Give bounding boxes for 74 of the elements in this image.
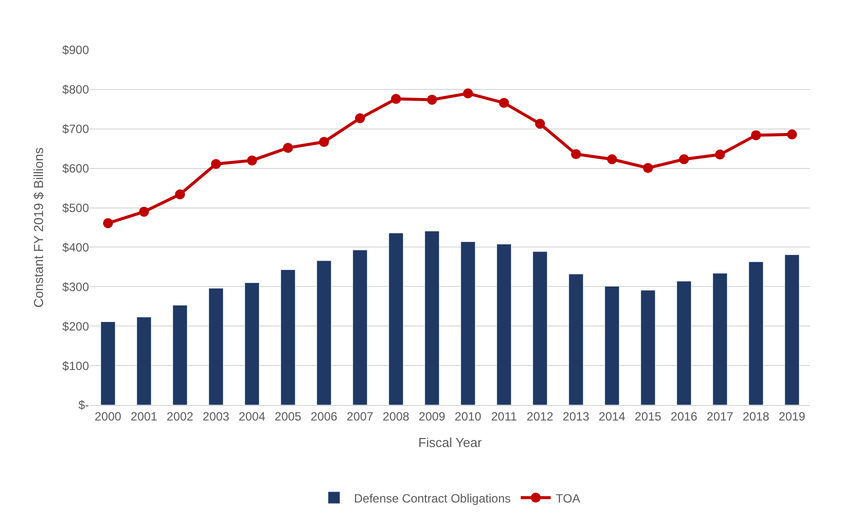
bar: [604, 286, 620, 405]
bar: [784, 254, 800, 405]
point: [103, 218, 113, 228]
x-tick-label: 2005: [274, 409, 302, 424]
bar: [748, 262, 764, 405]
bar: [100, 322, 116, 405]
point: [211, 158, 221, 169]
x-tick-label: 2017: [706, 409, 734, 424]
bar: [208, 288, 224, 405]
x-tick-label: 2002: [166, 409, 194, 424]
x-tick-label: 2009: [418, 409, 446, 424]
bar: [460, 241, 476, 405]
point: [607, 154, 617, 164]
x-tick-label: 2010: [454, 409, 482, 424]
x-tick-label: 2000: [94, 409, 122, 424]
y-tick-label: $-: [78, 398, 89, 412]
x-tick-label: 2018: [742, 409, 770, 424]
point: [355, 113, 365, 124]
x-tick-label: 2007: [346, 409, 374, 424]
y-axis-title: Constant FY 2019 $ Billions: [31, 146, 46, 308]
bar: [172, 304, 188, 405]
x-tick-label: 2019: [778, 409, 806, 424]
bar: [352, 250, 368, 405]
point: [247, 155, 257, 166]
x-tick-label: 2014: [598, 409, 626, 424]
point: [391, 94, 401, 104]
legend-label: TOA: [556, 491, 580, 506]
y-tick-label: $100: [62, 358, 90, 373]
bar: [640, 290, 656, 405]
bar: [136, 316, 152, 405]
x-tick-label: 2008: [382, 409, 410, 424]
point: [679, 154, 689, 164]
bar: [388, 232, 404, 405]
x-tick-label: 2013: [562, 409, 590, 424]
x-tick-label: 2011: [491, 409, 518, 424]
point: [463, 88, 473, 98]
x-axis-title: Fiscal Year: [418, 435, 482, 450]
y-tick-label: $900: [62, 43, 90, 58]
point: [319, 136, 329, 147]
y-tick-label: $600: [62, 162, 90, 176]
bar: [244, 282, 260, 405]
x-tick-label: 2015: [634, 409, 662, 424]
point: [175, 189, 185, 200]
bar: [316, 260, 332, 405]
bar: [568, 274, 584, 405]
point: [499, 98, 509, 108]
point: [139, 206, 149, 217]
x-tick-label: 2004: [238, 409, 266, 424]
point: [571, 149, 581, 160]
point: [643, 162, 653, 173]
point: [283, 142, 293, 153]
bar: [532, 251, 548, 405]
x-tick-label: 2016: [670, 409, 698, 424]
y-tick-label: $800: [62, 82, 90, 97]
y-tick-label: $200: [62, 319, 90, 334]
bar: [712, 273, 728, 405]
y-tick-label: $300: [62, 280, 90, 294]
y-tick-label: $700: [62, 122, 90, 136]
bar: [676, 280, 692, 405]
x-tick-label: 2003: [202, 409, 230, 424]
x-tick-label: 2006: [310, 409, 338, 424]
point: [751, 130, 761, 140]
y-tick-label: $500: [62, 200, 90, 215]
bar: [424, 230, 440, 405]
legend-label: Defense Contract Obligations: [354, 491, 511, 506]
bar: [496, 244, 512, 405]
bar: [280, 269, 296, 405]
point: [787, 129, 797, 140]
point: [427, 94, 437, 105]
y-tick-label: $400: [62, 240, 90, 254]
point: [715, 150, 725, 160]
x-tick-label: 2012: [526, 409, 554, 424]
point: [535, 118, 545, 129]
x-tick-label: 2001: [130, 409, 158, 424]
